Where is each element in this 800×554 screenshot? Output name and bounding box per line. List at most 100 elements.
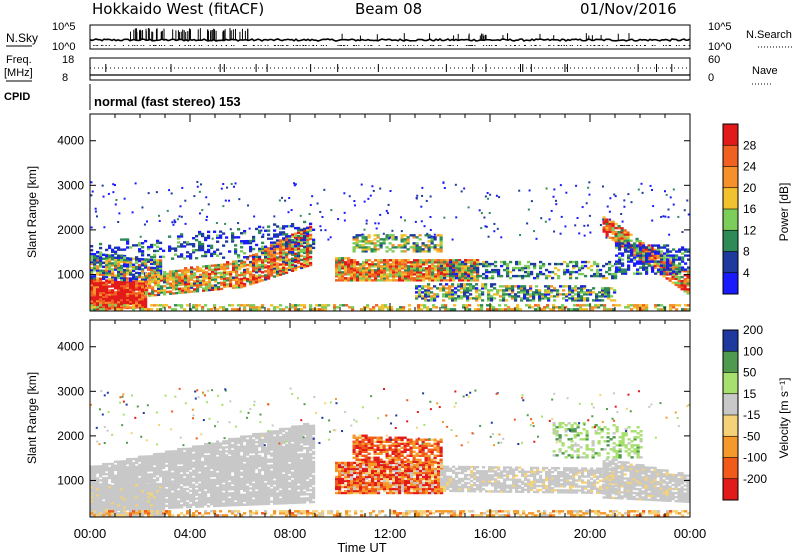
data-cell <box>467 277 471 280</box>
data-cell <box>180 453 184 457</box>
data-cell <box>232 284 236 287</box>
data-cell <box>126 284 130 287</box>
data-cell <box>509 270 513 274</box>
data-cell <box>114 246 118 249</box>
data-cell <box>410 279 414 282</box>
data-cell <box>132 265 136 268</box>
data-cell <box>117 472 121 475</box>
data-cell <box>144 481 148 484</box>
data-cell <box>165 492 169 496</box>
data-cell <box>552 304 556 307</box>
data-cell <box>621 242 625 245</box>
data-cell <box>172 286 176 289</box>
data-cell <box>294 266 298 270</box>
data-cell <box>144 258 148 261</box>
data-cell <box>192 477 196 480</box>
data-cell <box>686 199 689 202</box>
data-cell <box>255 267 259 270</box>
data-cell <box>364 238 368 241</box>
data-cell <box>361 240 365 243</box>
data-cell <box>545 268 549 272</box>
data-cell <box>180 496 184 499</box>
data-cell <box>199 273 203 277</box>
data-cell <box>497 272 501 276</box>
data-cell <box>189 475 193 479</box>
data-cell <box>545 274 549 278</box>
data-cell <box>539 272 543 276</box>
data-cell <box>172 280 176 283</box>
data-cell <box>290 209 293 212</box>
data-cell <box>90 471 94 474</box>
data-cell <box>276 268 280 271</box>
data-cell <box>148 274 152 277</box>
data-cell <box>207 478 211 482</box>
data-cell <box>568 289 572 292</box>
data-cell <box>165 304 169 307</box>
data-cell <box>258 270 262 273</box>
data-cell <box>214 264 218 267</box>
data-cell <box>171 504 175 507</box>
data-cell <box>246 304 250 307</box>
data-cell <box>273 215 276 218</box>
data-cell <box>491 276 495 280</box>
data-cell <box>356 275 360 278</box>
data-cell <box>105 285 109 288</box>
data-cell <box>374 263 378 266</box>
data-cell <box>228 250 232 253</box>
data-cell <box>225 488 229 491</box>
data-cell <box>464 262 468 266</box>
data-cell <box>666 244 670 247</box>
data-cell <box>96 481 100 484</box>
data-cell <box>141 300 145 303</box>
data-cell <box>246 255 250 259</box>
data-cell <box>210 452 214 456</box>
data-cell <box>581 264 585 268</box>
data-cell <box>223 279 227 282</box>
data-cell <box>499 289 503 292</box>
data-cell <box>429 228 432 231</box>
data-cell <box>306 248 310 252</box>
data-cell <box>177 490 181 493</box>
data-cell <box>472 287 476 290</box>
data-cell <box>216 458 220 461</box>
data-cell <box>171 464 175 467</box>
data-cell <box>276 252 280 255</box>
data-cell <box>120 278 124 282</box>
data-cell <box>90 280 94 283</box>
data-cell <box>234 503 238 507</box>
cpid-label: CPID <box>4 91 30 103</box>
data-cell <box>529 285 533 288</box>
data-cell <box>90 300 94 303</box>
data-cell <box>144 299 148 303</box>
data-cell <box>177 241 181 244</box>
data-cell <box>309 237 313 241</box>
data-cell <box>216 462 220 465</box>
data-cell <box>659 260 663 264</box>
data-cell <box>671 267 675 270</box>
data-cell <box>120 464 124 467</box>
data-cell <box>493 283 497 286</box>
data-cell <box>279 233 283 236</box>
data-cell <box>352 242 356 245</box>
data-cell <box>235 286 239 289</box>
data-cell <box>491 262 495 266</box>
data-cell <box>162 304 166 307</box>
data-cell <box>204 458 208 462</box>
data-cell <box>141 287 145 291</box>
data-cell <box>187 278 191 282</box>
data-cell <box>156 458 160 462</box>
data-cell <box>490 297 494 300</box>
data-cell <box>223 283 227 286</box>
data-cell <box>657 308 661 311</box>
data-cell <box>219 252 223 255</box>
data-cell <box>204 485 208 488</box>
data-cell <box>367 242 371 245</box>
data-cell <box>189 483 193 487</box>
data-cell <box>186 451 190 455</box>
data-cell <box>210 444 214 448</box>
data-cell <box>147 459 151 462</box>
data-cell <box>93 289 97 293</box>
data-cell <box>126 288 130 291</box>
data-cell <box>189 459 193 462</box>
data-cell <box>248 227 251 230</box>
